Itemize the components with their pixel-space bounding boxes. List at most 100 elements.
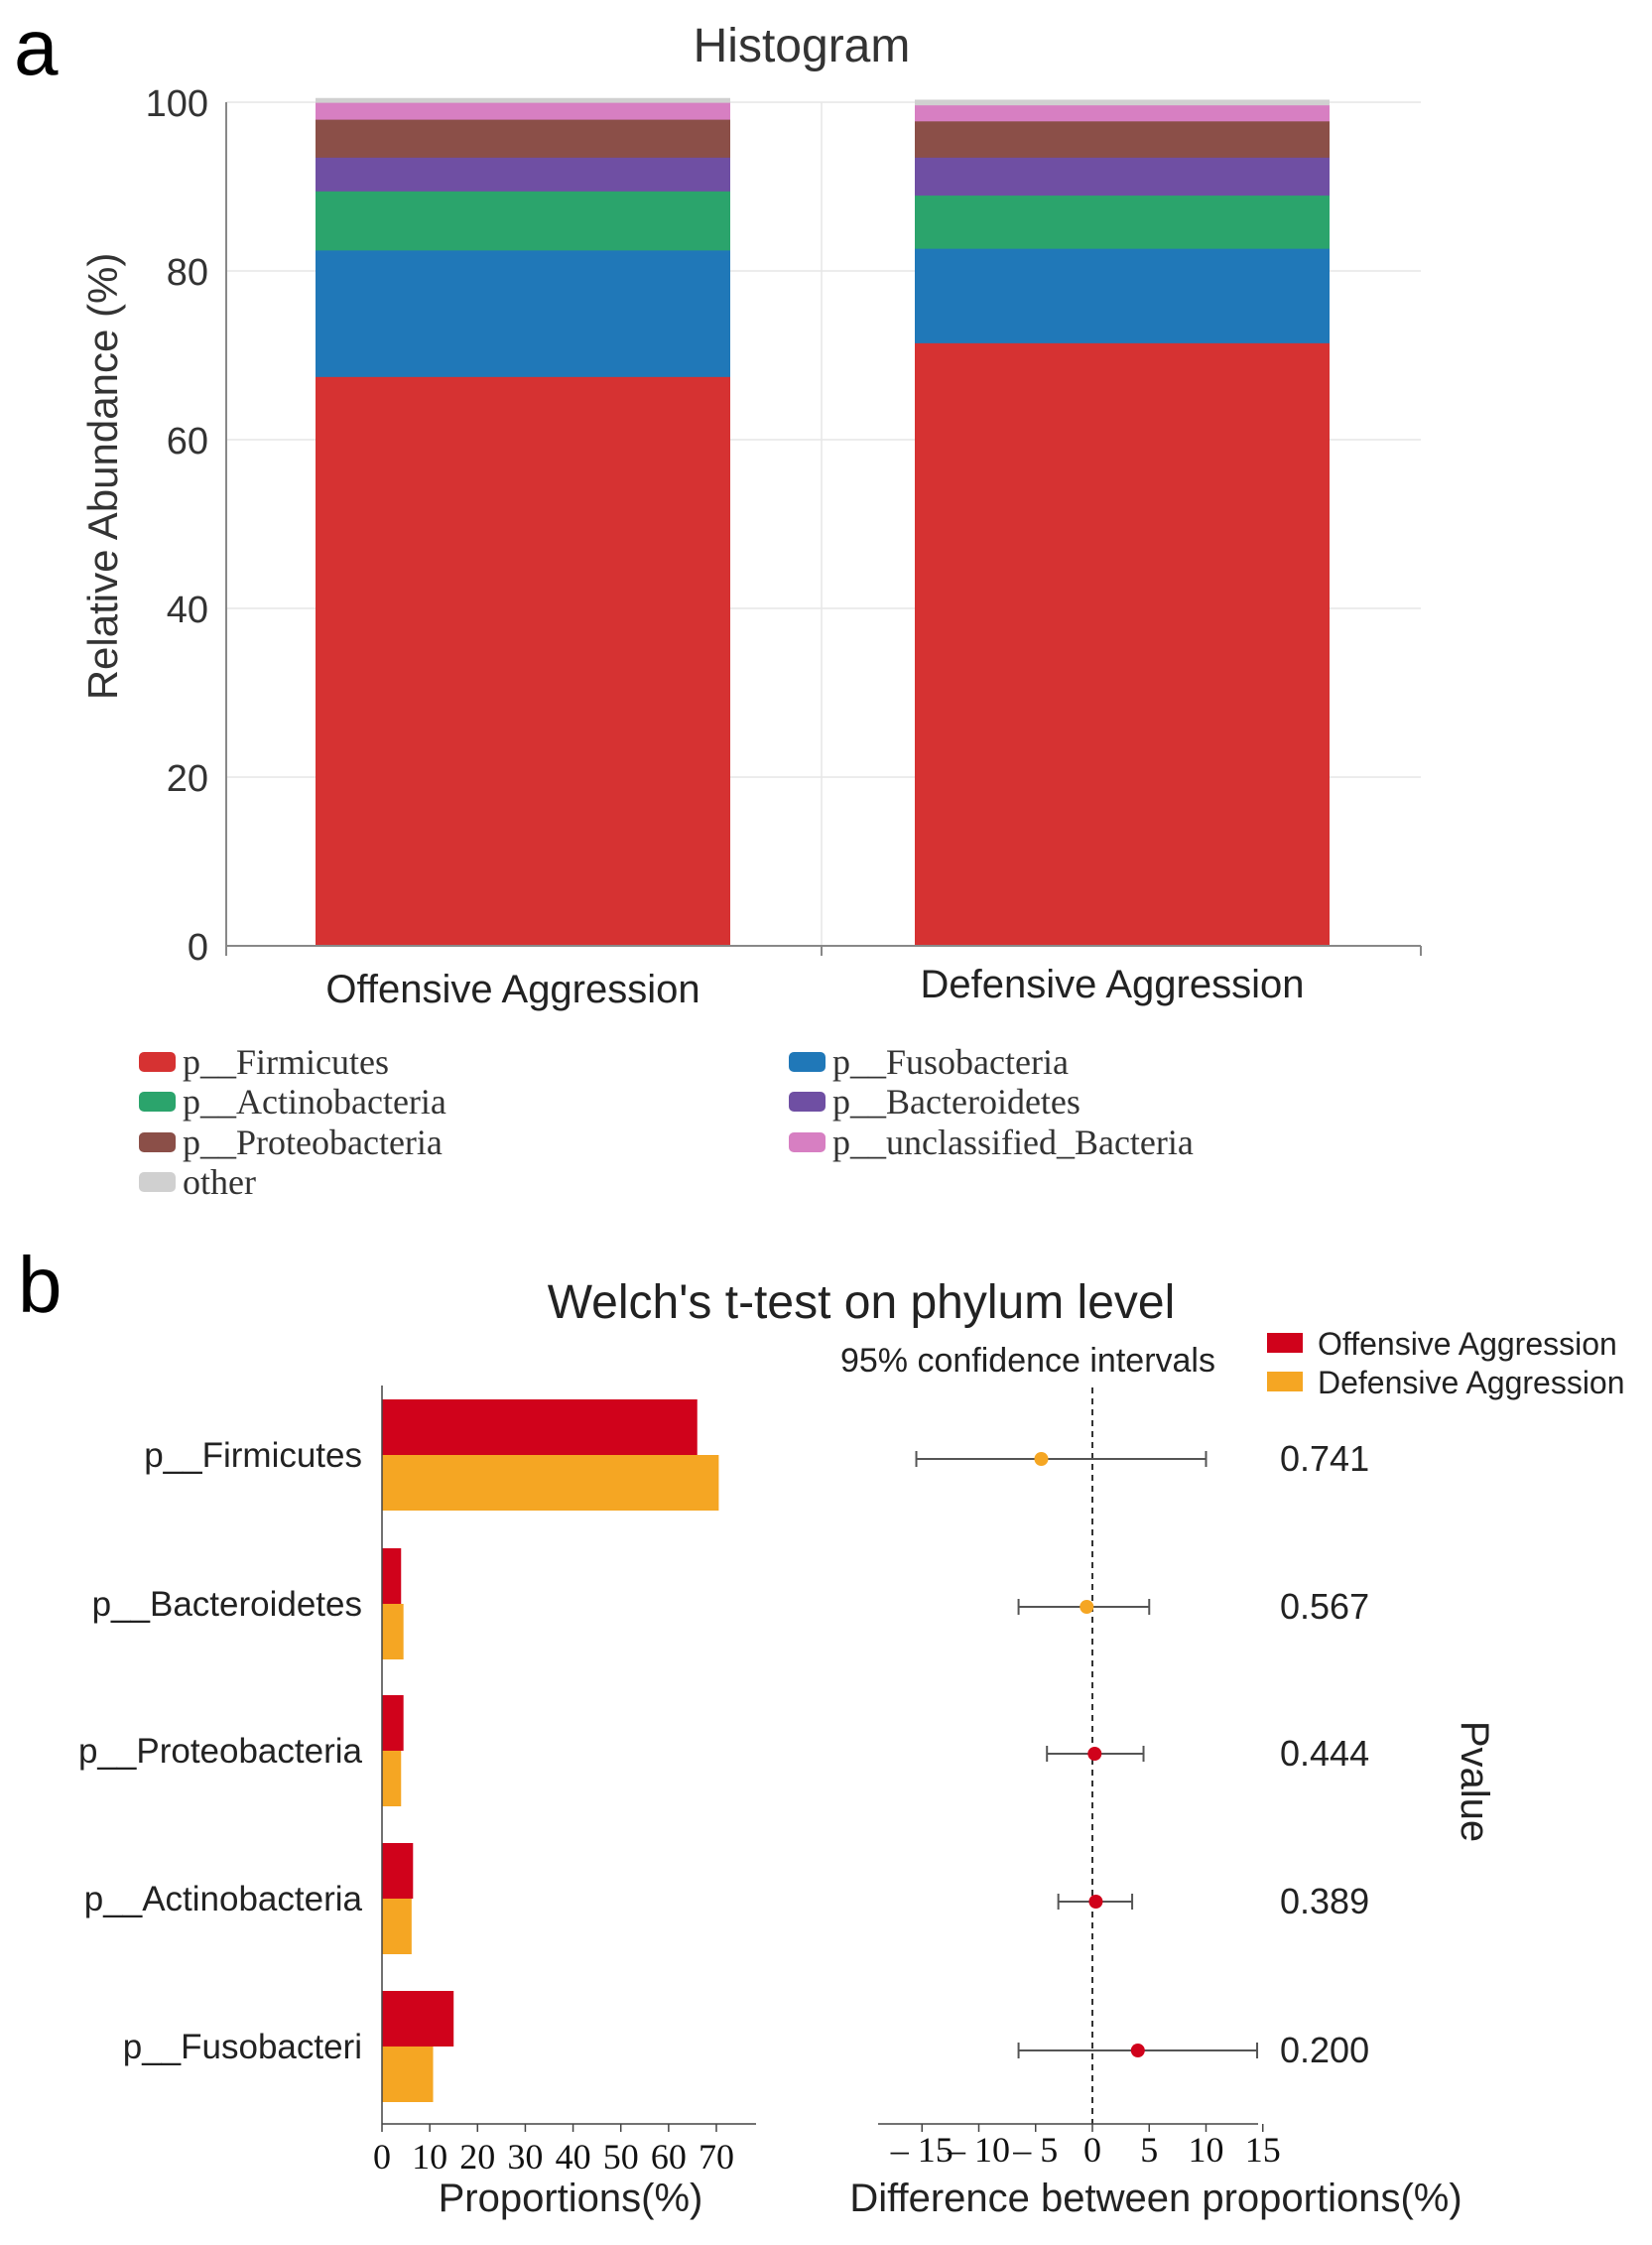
difference-x-tick-label-6: 15 — [1245, 2130, 1281, 2170]
welch-legend-swatch-0 — [1267, 1333, 1303, 1353]
legend-label-5: p__unclassified_Bacteria — [832, 1122, 1194, 1162]
bar-segment-0-0 — [316, 376, 730, 947]
ci-point-3 — [1088, 1895, 1103, 1909]
bar-segment-0-6 — [316, 97, 730, 103]
phylum-category-labels: p__Firmicutes p__Bacteroidetes p__Proteoba… — [78, 1436, 363, 2066]
ci-point-1 — [1080, 1600, 1094, 1614]
proportion-x-tick-label-10: 10 — [412, 2137, 447, 2177]
histogram-y-ticks: 0 20 40 60 80 100 — [146, 83, 208, 969]
bar-segment-0-3 — [316, 157, 730, 192]
legend-label-6: other — [183, 1162, 256, 1202]
y-tick-label-40: 40 — [167, 590, 208, 631]
y-tick-label-100: 100 — [146, 83, 208, 125]
bar-segment-1-4 — [915, 120, 1330, 158]
proportion-bar-3-0 — [382, 1843, 414, 1899]
histogram-axes — [225, 102, 1422, 956]
panel-a: a Histogram Relative Abundance (%) 0 20 40… — [14, 3, 1422, 1202]
proportion-x-tick-label-70: 70 — [699, 2137, 734, 2177]
bar-segment-1-3 — [915, 157, 1330, 197]
panel-b: b Welch's t-test on phylum level 95% con… — [18, 1241, 1625, 2220]
legend-swatch-5 — [789, 1132, 826, 1152]
ci-point-2 — [1087, 1747, 1102, 1761]
proportion-x-tick-label-60: 60 — [651, 2137, 687, 2177]
difference-x-tick-label-4: 5 — [1140, 2130, 1158, 2170]
proportion-x-tick-label-0: 0 — [373, 2137, 391, 2177]
proportion-bars — [382, 1399, 719, 2102]
bar-segment-0-5 — [316, 102, 730, 120]
bar-segment-0-2 — [316, 191, 730, 251]
difference-x-tick-label-2: – 5 — [1012, 2130, 1058, 2170]
legend-label-4: p__Proteobacteria — [183, 1122, 443, 1162]
legend-swatch-4 — [139, 1132, 176, 1152]
x-tick-label-0: Offensive Aggression — [325, 968, 699, 1011]
legend-label-1: p__Fusobacteria — [832, 1042, 1069, 1082]
difference-x-axis-label: Difference between proportions(%) — [849, 2177, 1461, 2220]
pvalue-2: 0.444 — [1280, 1733, 1369, 1774]
bar-segment-1-5 — [915, 104, 1330, 122]
proportion-bar-3-1 — [382, 1899, 412, 1954]
proportions-x-axis-label: Proportions(%) — [439, 2177, 703, 2220]
ci-point-4 — [1130, 2044, 1145, 2057]
pvalue-4: 0.200 — [1280, 2030, 1369, 2070]
legend-swatch-2 — [139, 1092, 176, 1112]
histogram-title: Histogram — [694, 20, 911, 72]
welch-test-title: Welch's t-test on phylum level — [548, 1276, 1176, 1329]
category-label-3: p__Actinobacteria — [84, 1880, 363, 1918]
pvalue-1: 0.567 — [1280, 1586, 1369, 1627]
category-label-0: p__Firmicutes — [144, 1436, 362, 1475]
ci-point-0 — [1034, 1452, 1049, 1466]
proportion-bar-4-0 — [382, 1991, 454, 2047]
proportion-x-tick-label-20: 20 — [459, 2137, 495, 2177]
y-tick-label-0: 0 — [188, 927, 208, 969]
difference-x-tick-label-3: 0 — [1083, 2130, 1101, 2170]
bar-segment-1-6 — [915, 99, 1330, 106]
histogram-y-axis-label: Relative Abundance (%) — [79, 253, 126, 701]
x-tick-label-1: Defensive Aggression — [921, 963, 1305, 1006]
legend-swatch-0 — [139, 1052, 176, 1072]
bar-segment-1-1 — [915, 248, 1330, 343]
legend-label-3: p__Bacteroidetes — [832, 1082, 1080, 1122]
pvalue-labels: 0.741 0.567 0.444 0.389 0.200 — [1280, 1438, 1369, 2070]
category-label-2: p__Proteobacteria — [78, 1732, 363, 1771]
proportion-axes: 0 10 20 30 40 50 60 70 — [373, 1386, 756, 2177]
pvalue-axis-label: Pvalue — [1453, 1721, 1496, 1842]
pvalue-0: 0.741 — [1280, 1438, 1369, 1479]
welch-legend-label-0: Offensive Aggression — [1318, 1326, 1617, 1362]
category-label-1: p__Bacteroidetes — [92, 1585, 362, 1624]
proportion-x-tick-label-50: 50 — [603, 2137, 639, 2177]
y-tick-label-20: 20 — [167, 758, 208, 800]
proportion-bar-0-0 — [382, 1399, 698, 1455]
y-tick-label-80: 80 — [167, 252, 208, 294]
difference-x-tick-label-0: – 15 — [890, 2130, 953, 2170]
proportion-bar-1-0 — [382, 1548, 402, 1604]
panel-a-label: a — [14, 3, 59, 91]
legend-swatch-1 — [789, 1052, 826, 1072]
proportion-bar-2-1 — [382, 1751, 402, 1806]
proportion-bar-0-1 — [382, 1455, 719, 1511]
ci-label: 95% confidence intervals — [840, 1342, 1215, 1380]
proportion-bar-2-0 — [382, 1695, 404, 1751]
difference-x-tick-label-1: – 10 — [947, 2130, 1010, 2170]
legend-label-2: p__Actinobacteria — [183, 1082, 446, 1122]
category-label-4: p__Fusobacteri — [123, 2028, 362, 2066]
histogram-legend: p__Firmicutes p__Fusobacteria p__Actinobac… — [139, 1042, 1194, 1202]
welch-legend-label-1: Defensive Aggression — [1318, 1365, 1625, 1400]
welch-legend-swatch-1 — [1267, 1372, 1303, 1391]
confidence-interval-plot: – 15– 10– 5 0 5 10 15 — [878, 1387, 1281, 2170]
difference-x-tick-label-5: 10 — [1189, 2130, 1224, 2170]
legend-label-0: p__Firmicutes — [183, 1042, 389, 1082]
bar-segment-0-1 — [316, 249, 730, 377]
proportion-bar-4-1 — [382, 2047, 434, 2102]
pvalue-3: 0.389 — [1280, 1881, 1369, 1921]
legend-swatch-3 — [789, 1092, 826, 1112]
proportion-x-tick-label-30: 30 — [507, 2137, 543, 2177]
bar-segment-0-4 — [316, 119, 730, 158]
y-tick-label-60: 60 — [167, 421, 208, 462]
proportion-bar-1-1 — [382, 1604, 404, 1659]
bar-segment-1-0 — [915, 342, 1330, 947]
histogram-x-labels: Offensive Aggression Defensive Aggression — [325, 963, 1304, 1011]
panel-b-label: b — [18, 1241, 63, 1329]
proportion-x-tick-label-40: 40 — [556, 2137, 591, 2177]
